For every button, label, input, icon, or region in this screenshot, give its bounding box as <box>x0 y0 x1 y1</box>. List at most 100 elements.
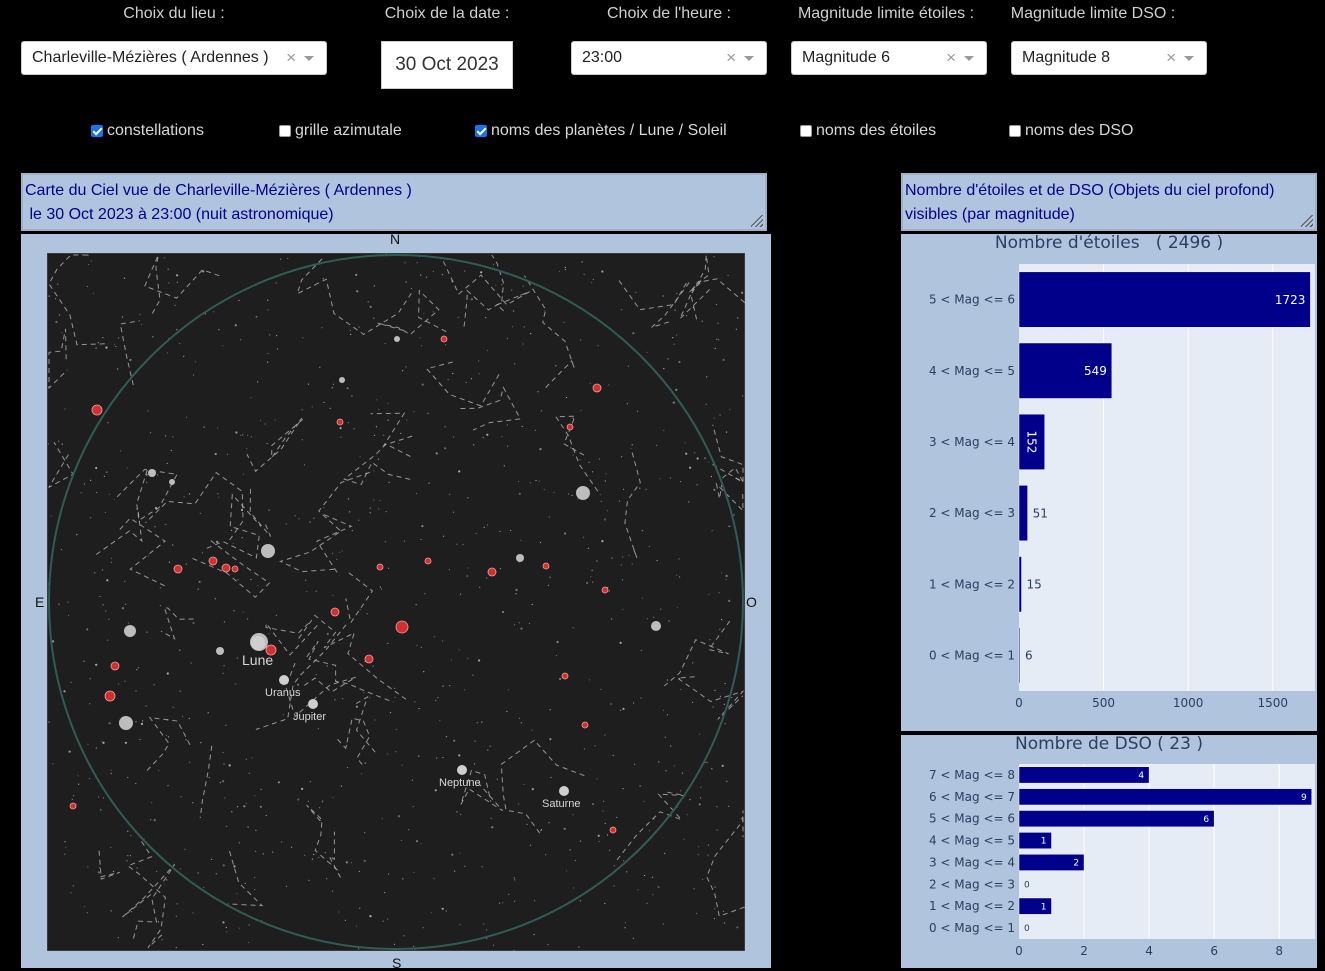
checkbox-label: noms des DSO <box>1025 122 1134 139</box>
stars-magnitude-chart: Nombre d'étoiles ( 2496 ) 0 500 1000 1500 5 … <box>929 234 1315 710</box>
data-label: 15 <box>1027 577 1042 591</box>
x-tick-label: 6 <box>1210 944 1218 958</box>
data-label: 549 <box>1084 364 1107 378</box>
checkbox-noms-dso[interactable]: noms des DSO <box>1009 122 1133 140</box>
moon-marker[interactable] <box>251 636 265 650</box>
bar[interactable] <box>1018 766 1150 784</box>
neptune-marker[interactable] <box>457 765 467 775</box>
clear-icon[interactable]: × <box>1166 48 1176 67</box>
chart-title: Nombre d'étoiles ( 2496 ) <box>995 234 1223 253</box>
x-tick-label: 0 <box>1015 696 1023 710</box>
checkbox-unchecked-icon[interactable] <box>800 125 812 137</box>
heure-value: 23:00 <box>582 49 623 66</box>
category-label: 4 < Mag <= 5 <box>929 834 1015 848</box>
bar[interactable] <box>1018 271 1311 328</box>
x-tick-label: 0 <box>1015 944 1023 958</box>
chevron-down-icon[interactable] <box>964 56 974 61</box>
data-label: 152 <box>1025 430 1039 453</box>
planet-markers: Lune Uranus Jupiter Neptune Saturne <box>242 636 581 810</box>
bar[interactable] <box>1018 810 1215 828</box>
bar[interactable] <box>1018 788 1312 806</box>
plot-area <box>1019 264 1315 691</box>
bar[interactable] <box>1018 853 1085 871</box>
data-label: 1 <box>1041 837 1047 847</box>
sky-background <box>47 253 745 951</box>
stats-caption-textarea[interactable]: Nombre d'étoiles et de DSO (Objets du ci… <box>901 173 1317 231</box>
map-caption-line2: le 30 Oct 2023 à 23:00 (nuit astronomiqu… <box>25 206 334 223</box>
clear-icon[interactable]: × <box>286 48 296 67</box>
date-label: Choix de la date : <box>384 5 510 22</box>
bar[interactable] <box>1018 556 1022 613</box>
checkbox-checked-icon[interactable] <box>475 125 487 137</box>
bar[interactable] <box>1018 342 1113 399</box>
heure-label: Choix de l'heure : <box>606 5 731 22</box>
resize-handle-icon[interactable] <box>751 215 763 227</box>
category-label: 0 < Mag <= 1 <box>929 921 1015 935</box>
uranus-marker[interactable] <box>279 675 289 685</box>
category-label: 3 < Mag <= 4 <box>929 855 1015 869</box>
saturne-label: Saturne <box>542 798 581 810</box>
category-label: 1 < Mag <= 2 <box>929 899 1015 913</box>
data-label: 6 <box>1025 649 1033 663</box>
data-label: 6 <box>1203 815 1209 825</box>
resize-handle-icon[interactable] <box>1301 215 1313 227</box>
horizon-circle <box>48 254 744 950</box>
data-label: 51 <box>1033 506 1048 520</box>
bar[interactable] <box>1018 897 1052 915</box>
dso-markers <box>69 335 617 834</box>
saturne-marker[interactable] <box>559 786 569 796</box>
category-label: 0 < Mag <= 1 <box>929 648 1015 662</box>
cardinal-east: E <box>35 594 45 610</box>
checkbox-label: constellations <box>107 122 204 139</box>
checkbox-checked-icon[interactable] <box>91 125 103 137</box>
mag-etoiles-label: Magnitude limite étoiles : <box>797 5 975 22</box>
sky-map-canvas[interactable]: Lune Uranus Jupiter Neptune Saturne <box>47 253 745 951</box>
map-caption-textarea[interactable]: Carte du Ciel vue de Charleville-Mézière… <box>21 173 767 231</box>
bar[interactable] <box>1018 413 1045 470</box>
x-tick-label: 8 <box>1275 944 1283 958</box>
checkbox-noms-etoiles[interactable]: noms des étoiles <box>800 122 936 140</box>
lieu-dropdown[interactable]: Charleville-Mézières ( Ardennes ) × <box>21 41 327 75</box>
bar[interactable] <box>1018 627 1021 684</box>
date-picker-input[interactable]: 30 Oct 2023 <box>381 41 513 89</box>
checkbox-constellations[interactable]: constellations <box>91 122 204 140</box>
clear-icon[interactable]: × <box>946 48 956 67</box>
chevron-down-icon[interactable] <box>1184 56 1194 61</box>
jupiter-label: Jupiter <box>293 711 326 723</box>
checkbox-label: grille azimutale <box>295 122 402 139</box>
uranus-label: Uranus <box>265 687 301 699</box>
checkbox-unchecked-icon[interactable] <box>1009 125 1021 137</box>
star-field <box>47 253 744 951</box>
checkbox-grille-azimutale[interactable]: grille azimutale <box>279 122 402 140</box>
category-label: 5 < Mag <= 6 <box>929 812 1015 826</box>
category-label: 5 < Mag <= 6 <box>929 293 1015 307</box>
jupiter-marker[interactable] <box>308 699 318 709</box>
neptune-label: Neptune <box>439 777 481 789</box>
data-label: 1723 <box>1275 293 1306 307</box>
constellation-lines <box>48 254 745 949</box>
data-label: 4 <box>1138 771 1144 781</box>
clear-icon[interactable]: × <box>726 48 736 67</box>
bar[interactable] <box>1018 485 1028 542</box>
data-label: 0 <box>1024 880 1030 890</box>
bar[interactable] <box>1018 832 1052 850</box>
heure-dropdown[interactable]: 23:00 × <box>571 41 767 75</box>
x-tick-label: 1500 <box>1257 696 1288 710</box>
cardinal-south: S <box>392 955 402 971</box>
data-label: 9 <box>1301 793 1307 803</box>
mag-dso-dropdown[interactable]: Magnitude 8 × <box>1011 41 1207 75</box>
cardinal-west: O <box>746 594 757 610</box>
category-label: 6 < Mag <= 7 <box>929 790 1015 804</box>
chevron-down-icon[interactable] <box>744 56 754 61</box>
stats-caption-line2: visibles (par magnitude) <box>905 206 1075 223</box>
lieu-value: Charleville-Mézières ( Ardennes ) <box>32 49 269 66</box>
checkbox-noms-planetes[interactable]: noms des planètes / Lune / Soleil <box>475 122 727 140</box>
category-label: 1 < Mag <= 2 <box>929 577 1015 591</box>
x-tick-label: 500 <box>1092 696 1115 710</box>
lieu-label: Choix du lieu : <box>123 5 225 22</box>
chevron-down-icon[interactable] <box>304 56 314 61</box>
checkbox-unchecked-icon[interactable] <box>279 125 291 137</box>
x-tick-label: 2 <box>1080 944 1088 958</box>
checkbox-label: noms des planètes / Lune / Soleil <box>491 122 727 139</box>
mag-etoiles-dropdown[interactable]: Magnitude 6 × <box>791 41 987 75</box>
